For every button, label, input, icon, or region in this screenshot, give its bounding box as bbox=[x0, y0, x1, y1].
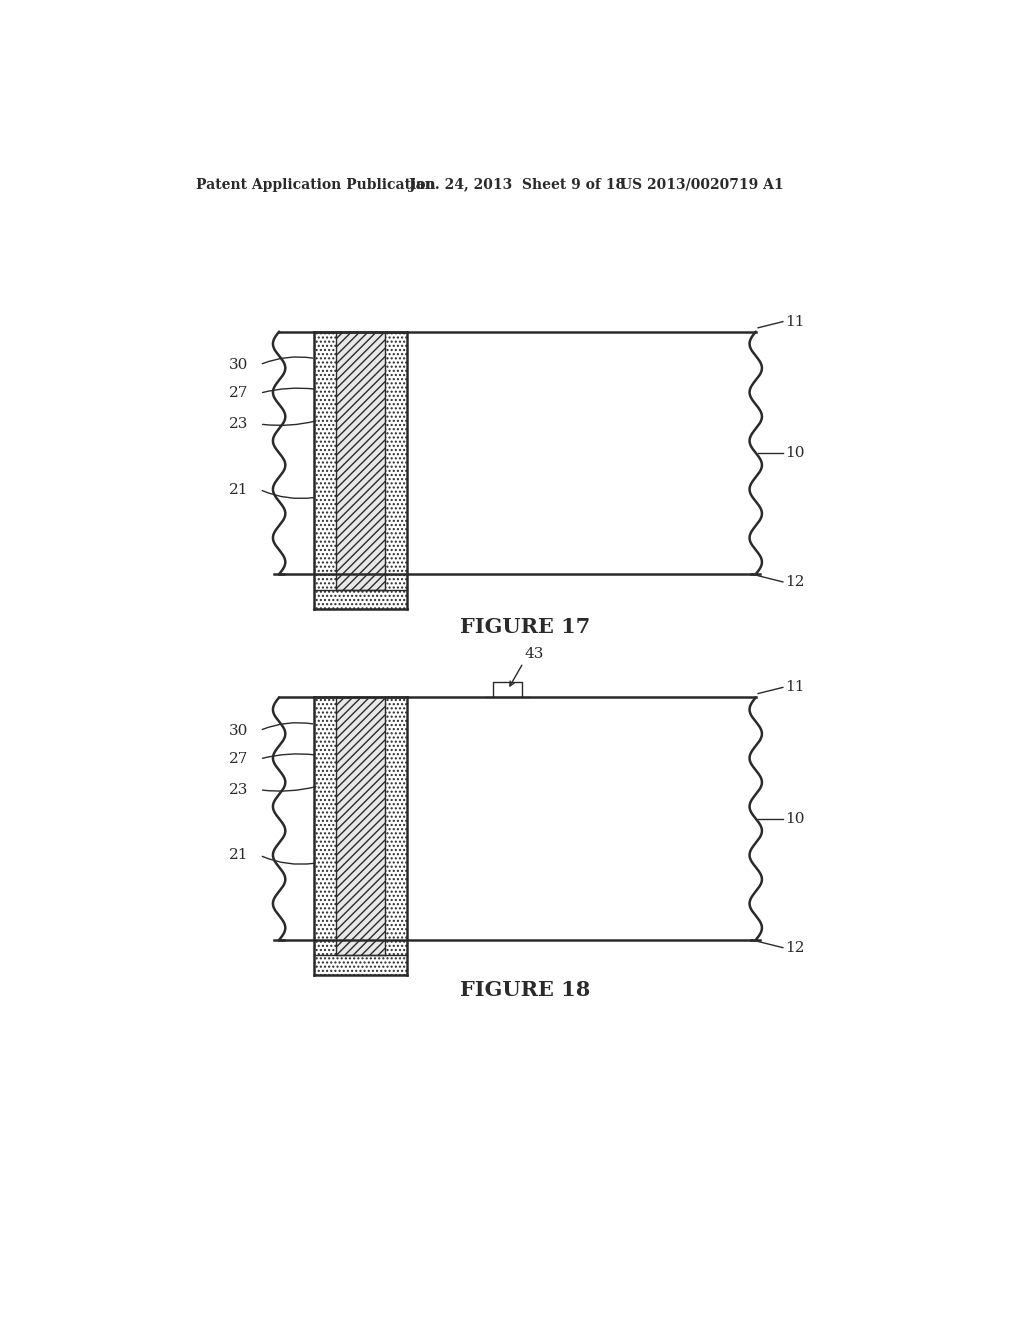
Text: 27: 27 bbox=[228, 752, 248, 766]
Text: 11: 11 bbox=[785, 314, 805, 329]
Bar bbox=[493, 682, 522, 697]
Text: 12: 12 bbox=[785, 576, 805, 589]
Text: 23: 23 bbox=[228, 417, 248, 432]
Text: Jan. 24, 2013  Sheet 9 of 18: Jan. 24, 2013 Sheet 9 of 18 bbox=[409, 178, 625, 191]
Bar bbox=[314, 590, 407, 609]
Text: 11: 11 bbox=[785, 680, 805, 694]
Bar bbox=[385, 331, 407, 590]
Text: 27: 27 bbox=[228, 387, 248, 400]
Text: US 2013/0020719 A1: US 2013/0020719 A1 bbox=[621, 178, 783, 191]
Text: 12: 12 bbox=[785, 941, 805, 954]
Bar bbox=[314, 956, 407, 974]
Text: Patent Application Publication: Patent Application Publication bbox=[197, 178, 436, 191]
Bar bbox=[336, 331, 385, 590]
Bar bbox=[314, 331, 336, 590]
Bar bbox=[336, 697, 385, 956]
Text: 43: 43 bbox=[524, 647, 544, 661]
Bar bbox=[385, 697, 407, 956]
Text: 10: 10 bbox=[785, 446, 805, 461]
Text: 23: 23 bbox=[228, 783, 248, 797]
Text: 21: 21 bbox=[228, 849, 248, 862]
Bar bbox=[314, 697, 336, 956]
Text: 30: 30 bbox=[228, 723, 248, 738]
Text: FIGURE 17: FIGURE 17 bbox=[460, 616, 590, 636]
Text: FIGURE 18: FIGURE 18 bbox=[460, 979, 590, 1001]
Text: 10: 10 bbox=[785, 812, 805, 826]
Text: 21: 21 bbox=[228, 483, 248, 496]
Text: 30: 30 bbox=[228, 358, 248, 372]
